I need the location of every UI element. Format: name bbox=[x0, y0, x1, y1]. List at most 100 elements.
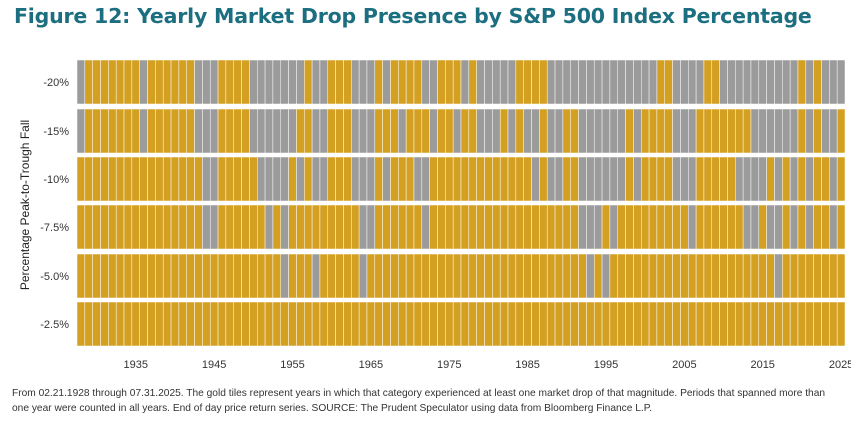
tile--7.5pct-1974 bbox=[437, 204, 446, 250]
tile--10pct-2020 bbox=[797, 156, 807, 202]
tile--10pct-1931 bbox=[100, 156, 109, 202]
tile--10pct-1968 bbox=[390, 156, 399, 202]
tile--2.5pct-1993 bbox=[586, 301, 595, 347]
tile--2.5pct-1977 bbox=[460, 301, 470, 347]
tile--10pct-1939 bbox=[162, 156, 172, 202]
tile--15pct-1999 bbox=[633, 108, 642, 154]
tile--20pct-1989 bbox=[554, 59, 564, 105]
tile--5.0pct-2016 bbox=[766, 253, 775, 299]
tile--20pct-2018 bbox=[782, 59, 791, 105]
tile--2.5pct-1978 bbox=[468, 301, 477, 347]
tile--20pct-1981 bbox=[492, 59, 501, 105]
tile--5.0pct-1958 bbox=[311, 253, 321, 299]
tile--10pct-1997 bbox=[617, 156, 626, 202]
tile--5.0pct-2022 bbox=[813, 253, 822, 299]
tile--2.5pct-1982 bbox=[499, 301, 509, 347]
tile--20pct-2010 bbox=[719, 59, 728, 105]
tile--7.5pct-1988 bbox=[546, 204, 556, 250]
tile--5.0pct-1975 bbox=[445, 253, 454, 299]
tile--10pct-1985 bbox=[523, 156, 532, 202]
tile--10pct-2017 bbox=[774, 156, 783, 202]
tile--7.5pct-1952 bbox=[264, 204, 274, 250]
tile--5.0pct-2006 bbox=[688, 253, 697, 299]
tile--2.5pct-1945 bbox=[209, 301, 219, 347]
tile--5.0pct-1942 bbox=[186, 253, 195, 299]
tile--15pct-2003 bbox=[664, 108, 673, 154]
tile--10pct-1974 bbox=[437, 156, 446, 202]
tile--5.0pct-2020 bbox=[797, 253, 807, 299]
tile--7.5pct-2021 bbox=[805, 204, 814, 250]
tile--10pct-1958 bbox=[311, 156, 321, 202]
tile--10pct-2014 bbox=[750, 156, 760, 202]
tile--5.0pct-2002 bbox=[656, 253, 666, 299]
tile--7.5pct-1942 bbox=[186, 204, 195, 250]
tile--7.5pct-2018 bbox=[782, 204, 791, 250]
tile--2.5pct-1964 bbox=[358, 301, 368, 347]
tile--15pct-2008 bbox=[703, 108, 713, 154]
tile--7.5pct-1985 bbox=[523, 204, 532, 250]
tile--10pct-1952 bbox=[264, 156, 274, 202]
tile--20pct-1967 bbox=[382, 59, 391, 105]
tile--5.0pct-1981 bbox=[492, 253, 501, 299]
tile--10pct-1962 bbox=[343, 156, 352, 202]
tile--7.5pct-1970 bbox=[405, 204, 415, 250]
tile--7.5pct-1990 bbox=[562, 204, 571, 250]
tile--20pct-1970 bbox=[405, 59, 415, 105]
tile--10pct-1945 bbox=[209, 156, 219, 202]
tile--15pct-1996 bbox=[609, 108, 618, 154]
tile--20pct-2008 bbox=[703, 59, 713, 105]
tile--10pct-1978 bbox=[468, 156, 477, 202]
tile--7.5pct-1944 bbox=[202, 204, 211, 250]
tile--20pct-1998 bbox=[625, 59, 634, 105]
tile--20pct-1995 bbox=[601, 59, 611, 105]
tile--10pct-2015 bbox=[758, 156, 767, 202]
tile--15pct-1942 bbox=[186, 108, 195, 154]
x-tick-label: 2005 bbox=[672, 359, 696, 371]
tile--5.0pct-1977 bbox=[460, 253, 470, 299]
tile--5.0pct-2019 bbox=[789, 253, 799, 299]
tile--20pct-1935 bbox=[131, 59, 140, 105]
tile--20pct-1951 bbox=[256, 59, 266, 105]
tile--10pct-1975 bbox=[445, 156, 454, 202]
tile--2.5pct-1956 bbox=[296, 301, 305, 347]
tile--7.5pct-1954 bbox=[280, 204, 289, 250]
tile--5.0pct-2018 bbox=[782, 253, 791, 299]
tile--10pct-2013 bbox=[742, 156, 752, 202]
tile--10pct-2024 bbox=[829, 156, 838, 202]
tile--2.5pct-1984 bbox=[515, 301, 524, 347]
tile--5.0pct-1929 bbox=[84, 253, 93, 299]
tile--7.5pct-1980 bbox=[484, 204, 493, 250]
tile--10pct-1965 bbox=[366, 156, 376, 202]
tile--2.5pct-1989 bbox=[554, 301, 564, 347]
tile--15pct-1990 bbox=[562, 108, 571, 154]
tile--7.5pct-1989 bbox=[554, 204, 564, 250]
tile--5.0pct-2003 bbox=[664, 253, 673, 299]
tile--5.0pct-1938 bbox=[155, 253, 164, 299]
tile--7.5pct-1997 bbox=[617, 204, 626, 250]
tile--7.5pct-1937 bbox=[147, 204, 156, 250]
tile--15pct-1985 bbox=[523, 108, 532, 154]
tile--7.5pct-1972 bbox=[421, 204, 430, 250]
tile--7.5pct-2020 bbox=[797, 204, 807, 250]
tile--7.5pct-2009 bbox=[711, 204, 720, 250]
tile--15pct-1961 bbox=[335, 108, 344, 154]
tile--2.5pct-1951 bbox=[256, 301, 266, 347]
tile--20pct-1937 bbox=[147, 59, 156, 105]
tile--20pct-2007 bbox=[695, 59, 705, 105]
tile--10pct-2001 bbox=[648, 156, 658, 202]
tile--7.5pct-2022 bbox=[813, 204, 822, 250]
tile--15pct-2019 bbox=[789, 108, 799, 154]
tile--2.5pct-1929 bbox=[84, 301, 93, 347]
tile--7.5pct-1996 bbox=[609, 204, 618, 250]
tile--5.0pct-1943 bbox=[194, 253, 203, 299]
tile--15pct-1978 bbox=[468, 108, 477, 154]
tile--10pct-1944 bbox=[202, 156, 211, 202]
tile--7.5pct-1961 bbox=[335, 204, 344, 250]
tile--2.5pct-1969 bbox=[398, 301, 407, 347]
tile--20pct-2002 bbox=[656, 59, 666, 105]
tile--20pct-1988 bbox=[546, 59, 556, 105]
tile--15pct-1988 bbox=[546, 108, 556, 154]
tile--7.5pct-1971 bbox=[413, 204, 423, 250]
tile--2.5pct-2013 bbox=[742, 301, 752, 347]
tile--5.0pct-1980 bbox=[484, 253, 493, 299]
